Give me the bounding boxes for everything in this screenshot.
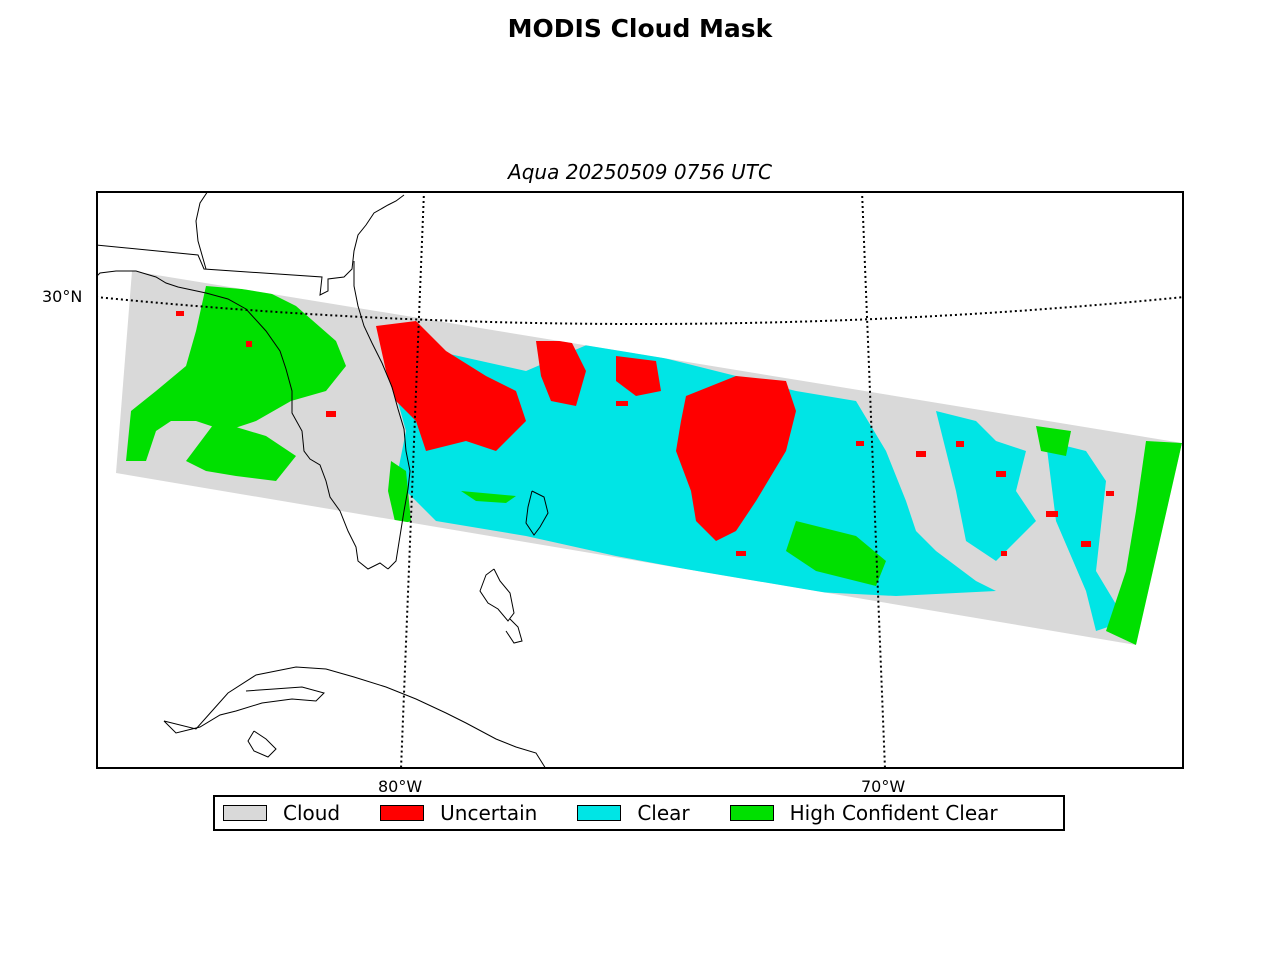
- chart-subtitle: Aqua 20250509 0756 UTC: [508, 160, 772, 184]
- legend: Cloud Uncertain Clear High Confident Cle…: [213, 795, 1065, 831]
- legend-swatch-uncertain: [380, 805, 425, 821]
- legend-label: High Confident Clear: [789, 801, 998, 825]
- clear-region-east: [936, 411, 1036, 561]
- legend-item-uncertain: Uncertain: [380, 801, 537, 825]
- uncertain-main: [676, 376, 796, 541]
- legend-item-cloud: Cloud: [223, 801, 340, 825]
- clear-region-far-east: [1046, 441, 1126, 631]
- lon-label-80w: 80°W: [378, 777, 423, 796]
- legend-swatch-clear: [577, 805, 622, 821]
- hcc-ocean-streak: [786, 521, 886, 586]
- hcc-small-2: [1036, 426, 1071, 456]
- uncertain-coast: [376, 321, 526, 451]
- legend-label: Clear: [637, 801, 690, 825]
- legend-swatch-cloud: [223, 805, 267, 821]
- legend-item-high-confident-clear: High Confident Clear: [729, 801, 998, 825]
- chart-title: MODIS Cloud Mask: [507, 14, 773, 43]
- legend-item-clear: Clear: [577, 801, 690, 825]
- hcc-east-edge: [1106, 441, 1182, 645]
- hcc-land-south: [186, 421, 296, 481]
- uncertain-small: [616, 356, 661, 396]
- legend-label: Cloud: [283, 801, 341, 825]
- legend-swatch-high-confident-clear: [729, 805, 774, 821]
- lon-label-70w: 70°W: [861, 777, 906, 796]
- hcc-small-1: [461, 491, 516, 503]
- uncertain-mid: [536, 341, 586, 406]
- map-border: [96, 191, 1184, 769]
- uncertain-speckles: [176, 311, 1114, 556]
- graticule: [96, 191, 1184, 769]
- legend-label: Uncertain: [440, 801, 538, 825]
- map-canvas: [96, 191, 1184, 769]
- map-panel: [96, 191, 1184, 769]
- hcc-florida-strip: [388, 461, 411, 526]
- lat-label-30n: 30°N: [42, 287, 83, 306]
- hcc-land-north: [126, 286, 346, 461]
